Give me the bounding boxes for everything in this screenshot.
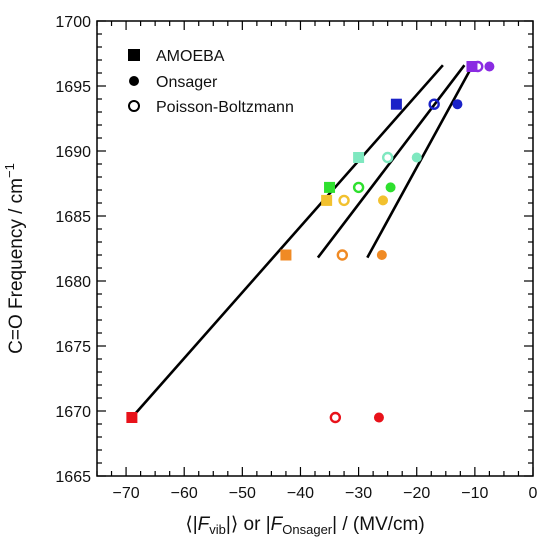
x-title-f: F <box>198 514 211 535</box>
legend-label-amoeba: AMOEBA <box>156 48 225 65</box>
data-point-poisson-boltzmann <box>338 194 350 207</box>
x-tick-label: −40 <box>287 485 314 502</box>
fit-line-onsager <box>366 65 474 259</box>
legend-marker-amoeba <box>128 49 140 61</box>
data-markers <box>126 60 495 424</box>
x-title-bar: | <box>193 514 198 535</box>
legend-label-onsager: Onsager <box>156 74 218 91</box>
x-tick-label: 0 <box>529 485 538 502</box>
y-title-text: C=O Frequency / cm <box>6 178 27 354</box>
x-tick-label: −60 <box>171 485 198 502</box>
x-tick-label: −30 <box>345 485 372 502</box>
y-tick-label: 1670 <box>55 404 91 421</box>
fit-line-amoeba <box>130 64 444 419</box>
x-tick-label: −10 <box>461 485 488 502</box>
data-point-onsager <box>411 152 422 163</box>
data-point-amoeba <box>126 412 138 423</box>
legend-marker-onsager <box>129 76 139 86</box>
x-title-units: / (MV/cm) <box>337 514 425 535</box>
x-title-close-bracket: ⟩ <box>231 514 238 535</box>
x-title-or: or <box>238 514 265 535</box>
y-title-superscript: −1 <box>2 163 17 178</box>
data-point-poisson-boltzmann <box>352 181 365 194</box>
data-point-poisson-boltzmann <box>381 151 394 164</box>
data-point-amoeba <box>321 194 333 206</box>
data-point-amoeba <box>466 61 478 72</box>
fit-lines <box>130 64 474 419</box>
x-axis-title: ⟨|Fvib|⟩ or |FOnsager| / (MV/cm) <box>185 514 424 537</box>
data-point-onsager <box>378 195 389 206</box>
data-point-amoeba <box>324 181 336 193</box>
legend-label-poisson-boltzmann: Poisson-Boltzmann <box>156 99 294 116</box>
data-point-amoeba <box>353 152 365 163</box>
data-point-onsager <box>484 61 495 72</box>
x-tick-label: −50 <box>229 485 256 502</box>
data-point-poisson-boltzmann <box>329 411 342 424</box>
x-title-f: F <box>271 514 284 535</box>
x-title-open-bracket: ⟨ <box>185 514 192 535</box>
x-title-sub-onsager: Onsager <box>282 522 333 537</box>
data-point-onsager <box>376 250 387 260</box>
x-title-bar: | <box>266 514 271 535</box>
x-axis-ticks: −70 −60 −50 −40 −30 −20 −10 0 <box>96 21 538 502</box>
data-point-poisson-boltzmann <box>472 60 484 73</box>
data-point-onsager <box>373 412 384 423</box>
y-tick-label: 1690 <box>55 144 91 161</box>
data-point-onsager <box>385 182 396 193</box>
y-axis-ticks: 1665 1670 1675 1680 1685 1690 1695 1700 <box>55 14 533 486</box>
y-tick-label: 1675 <box>55 339 91 356</box>
y-tick-label: 1695 <box>55 79 91 96</box>
y-tick-label: 1665 <box>55 469 91 486</box>
x-title-sub-vib: vib <box>209 522 226 537</box>
x-title-bar: | <box>332 514 337 535</box>
legend: AMOEBA Onsager Poisson-Boltzmann <box>128 48 294 116</box>
y-tick-label: 1685 <box>55 209 91 226</box>
x-tick-label: −20 <box>403 485 430 502</box>
data-point-poisson-boltzmann <box>336 249 349 261</box>
x-tick-label: −70 <box>112 485 139 502</box>
data-point-amoeba <box>280 249 292 261</box>
data-point-onsager <box>452 99 463 110</box>
y-tick-label: 1700 <box>55 14 91 31</box>
data-point-poisson-boltzmann <box>428 98 440 110</box>
data-point-amoeba <box>390 98 402 110</box>
legend-marker-poisson-boltzmann <box>128 100 140 112</box>
y-tick-label: 1680 <box>55 274 91 291</box>
y-axis-title: C=O Frequency / cm−1 <box>2 163 27 354</box>
x-title-bar: | <box>226 514 231 535</box>
